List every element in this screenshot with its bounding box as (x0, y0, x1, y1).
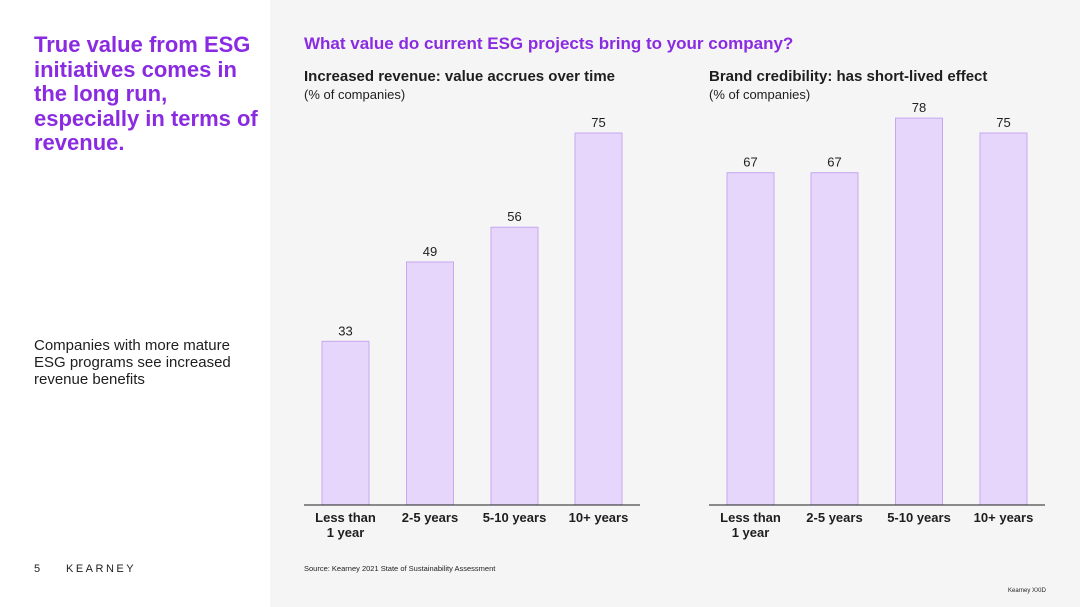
revenue-category-label-4: 10+ years (569, 510, 629, 525)
chart-title-brand: Brand credibility: has short-lived effec… (709, 68, 988, 85)
revenue-bar-1 (321, 340, 370, 506)
revenue-category-label-2: 2-5 years (402, 510, 458, 525)
page-number: 5 (34, 563, 41, 575)
revenue-bar-chart: 33 Less than 1 year 49 2-5 years 56 5-10 years… (304, 115, 640, 540)
revenue-bar-3 (490, 226, 539, 506)
brand-category-label-4: 10+ years (974, 510, 1034, 525)
summary-text: Companies with more mature ESG programs … (34, 337, 231, 388)
survey-question: What value do current ESG projects bring… (304, 34, 794, 53)
brand-logo: KEARNEY (66, 563, 137, 575)
chart-subtitle-brand: (% of companies) (709, 87, 811, 102)
revenue-value-label-3: 56 (507, 209, 521, 224)
revenue-value-label-4: 75 (591, 115, 605, 130)
brand-bar-3 (895, 117, 943, 506)
chart-title-revenue: Increased revenue: value accrues over ti… (304, 68, 616, 85)
revenue-bar-4 (574, 132, 623, 506)
brand-value-label-2: 67 (827, 155, 841, 170)
chart-subtitle-revenue: (% of companies) (304, 87, 406, 102)
brand-bar-4 (979, 132, 1028, 506)
brand-category-label-1: Less than 1 year (720, 510, 781, 540)
revenue-category-label-3: 5-10 years (483, 510, 547, 525)
brand-category-label-3: 5-10 years (887, 510, 951, 525)
revenue-value-label-2: 49 (423, 244, 437, 259)
left-panel: True value from ESG initiatives comes in… (0, 0, 270, 607)
headline: True value from ESG initiatives comes in… (34, 32, 258, 155)
brand-category-label-2: 2-5 years (806, 510, 862, 525)
brand-value-label-4: 75 (996, 115, 1010, 130)
revenue-category-label-1: Less than 1 year (315, 510, 376, 540)
right-panel (270, 0, 1080, 607)
brand-bar-2 (810, 172, 859, 506)
brand-bar-chart: 67 Less than 1 year 67 2-5 years 78 5-10 years… (709, 100, 1045, 540)
source-note: Source: Kearney 2021 State of Sustainabi… (304, 564, 496, 573)
footer-id: Kearney XXID (1008, 588, 1047, 594)
revenue-bar-2 (406, 261, 454, 506)
brand-value-label-3: 78 (912, 100, 926, 115)
brand-bar-1 (726, 172, 775, 506)
revenue-value-label-1: 33 (338, 323, 352, 338)
brand-value-label-1: 67 (743, 155, 757, 170)
